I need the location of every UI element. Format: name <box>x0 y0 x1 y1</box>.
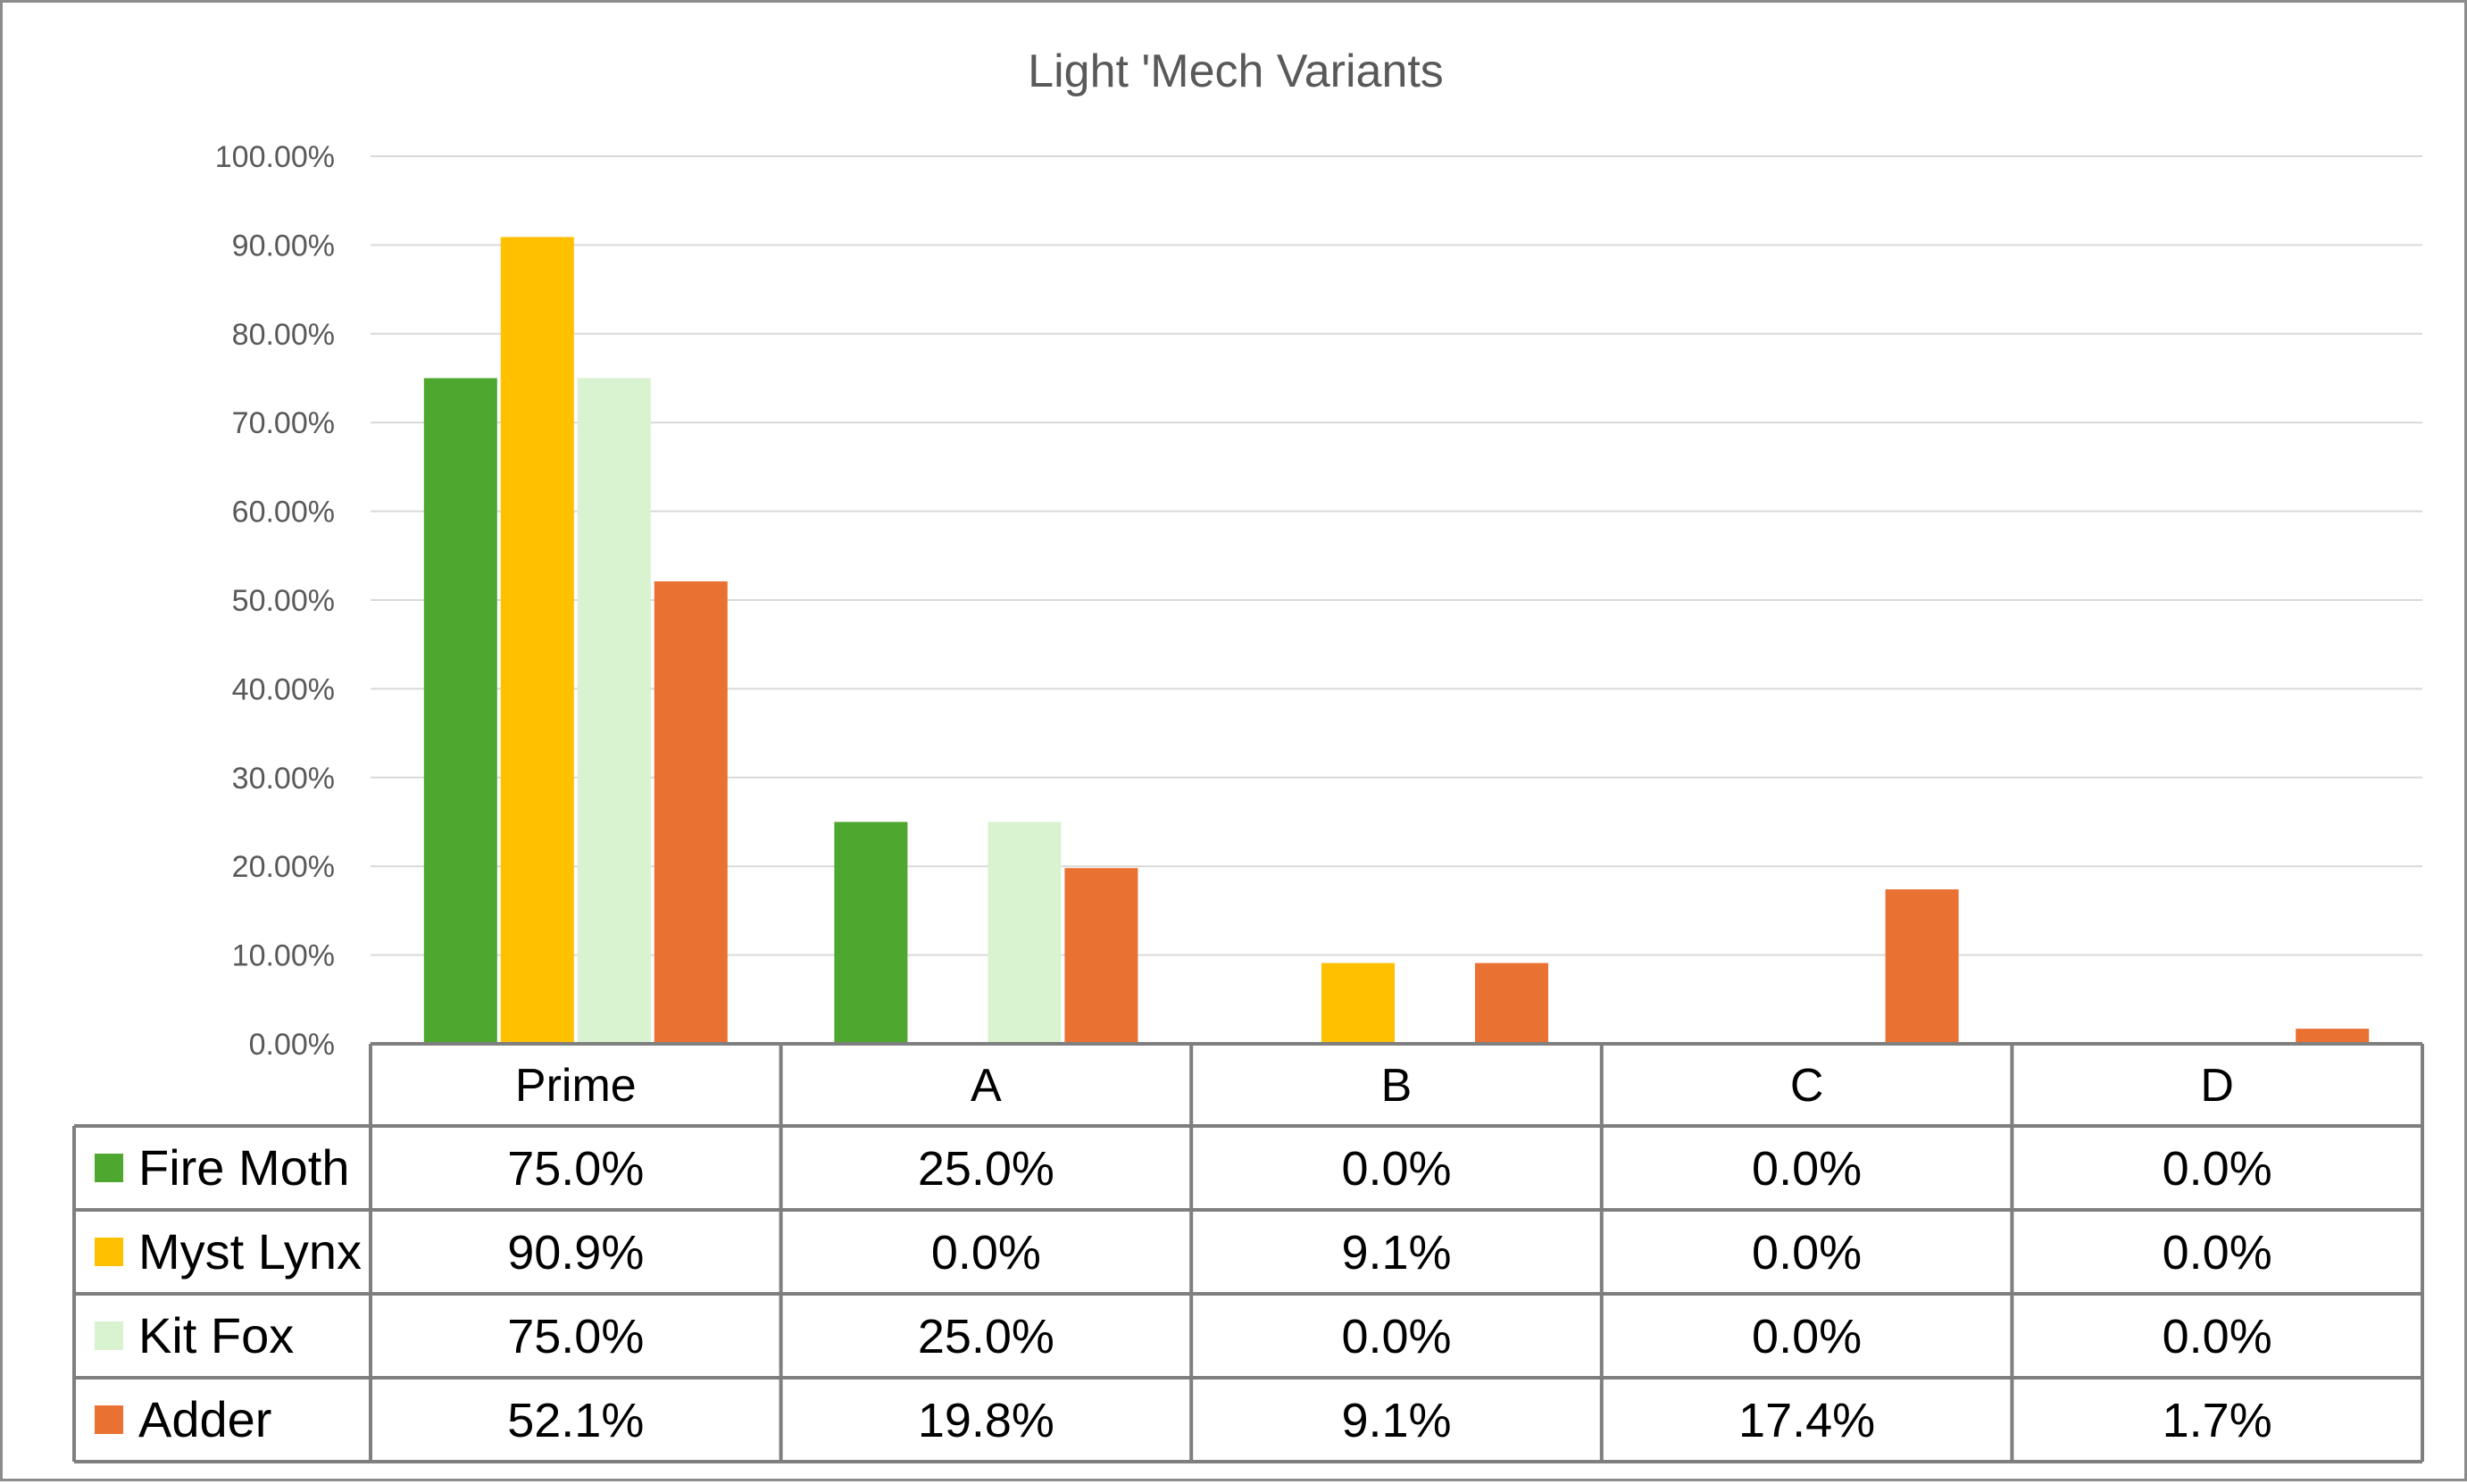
data-cell: 0.0% <box>931 1226 1041 1280</box>
chart-title: Light 'Mech Variants <box>1028 46 1444 97</box>
bar <box>1885 889 1959 1044</box>
y-tick-label: 50.00% <box>232 584 335 618</box>
legend-key <box>95 1405 123 1434</box>
data-cell: 0.0% <box>2163 1142 2272 1196</box>
bar <box>834 821 908 1044</box>
data-cell: 0.0% <box>1752 1142 1862 1196</box>
y-tick-label: 80.00% <box>232 318 335 352</box>
data-cell: 1.7% <box>2163 1394 2272 1447</box>
y-tick-label: 10.00% <box>232 939 335 973</box>
category-label: B <box>1381 1060 1413 1112</box>
y-tick-label: 0.00% <box>249 1028 335 1062</box>
legend-key <box>95 1154 123 1182</box>
data-cell: 0.0% <box>2163 1310 2272 1363</box>
data-cell: 0.0% <box>1341 1310 1451 1363</box>
data-cell: 0.0% <box>1341 1142 1451 1196</box>
category-label: D <box>2200 1060 2234 1112</box>
data-cell: 0.0% <box>1752 1226 1862 1280</box>
data-cell: 0.0% <box>2163 1226 2272 1280</box>
y-axis-ticks: 0.00% 10.00% 20.00% 30.00% 40.00% 50.00% 60.00… <box>215 140 335 1062</box>
y-tick-label: 70.00% <box>232 406 335 440</box>
data-cell: 25.0% <box>918 1142 1054 1196</box>
data-cell: 75.0% <box>507 1142 644 1196</box>
bar <box>654 581 728 1044</box>
bar <box>423 378 497 1044</box>
bar <box>2296 1029 2370 1044</box>
bars <box>423 237 2370 1045</box>
bar <box>577 378 651 1044</box>
category-label: A <box>971 1060 1002 1112</box>
bar <box>988 821 1062 1044</box>
y-tick-label: 100.00% <box>215 140 335 174</box>
series-name: Fire Moth <box>138 1139 350 1196</box>
category-label: C <box>1790 1060 1824 1112</box>
data-cell: 19.8% <box>918 1394 1054 1447</box>
y-tick-label: 60.00% <box>232 496 335 529</box>
data-table: Prime A B C D Fire Moth 75.0% 25.0% 0.0% 0.0% 0.0%… <box>72 1042 2424 1463</box>
legend-key <box>95 1238 123 1266</box>
series-name: Adder <box>138 1391 271 1447</box>
data-cell: 75.0% <box>507 1310 644 1363</box>
data-cell: 9.1% <box>1341 1226 1451 1280</box>
data-cell: 9.1% <box>1341 1394 1451 1447</box>
bar <box>1321 963 1395 1044</box>
data-cell: 25.0% <box>918 1310 1054 1363</box>
y-tick-label: 40.00% <box>232 672 335 706</box>
data-cell: 90.9% <box>507 1226 644 1280</box>
category-label: Prime <box>515 1060 637 1112</box>
y-tick-label: 20.00% <box>232 850 335 884</box>
bar <box>1064 868 1138 1044</box>
y-tick-label: 30.00% <box>232 762 335 796</box>
bar <box>1475 963 1548 1044</box>
data-cell: 52.1% <box>507 1394 644 1447</box>
data-cell: 0.0% <box>1752 1310 1862 1363</box>
bar <box>500 237 574 1045</box>
series-name: Myst Lynx <box>138 1223 362 1280</box>
data-cell: 17.4% <box>1738 1394 1875 1447</box>
y-tick-label: 90.00% <box>232 229 335 263</box>
legend-key <box>95 1321 123 1350</box>
series-name: Kit Fox <box>138 1307 294 1363</box>
chart-svg: Light 'Mech Variants 0.00% 10.00% 20.00% 30… <box>72 46 2424 1463</box>
